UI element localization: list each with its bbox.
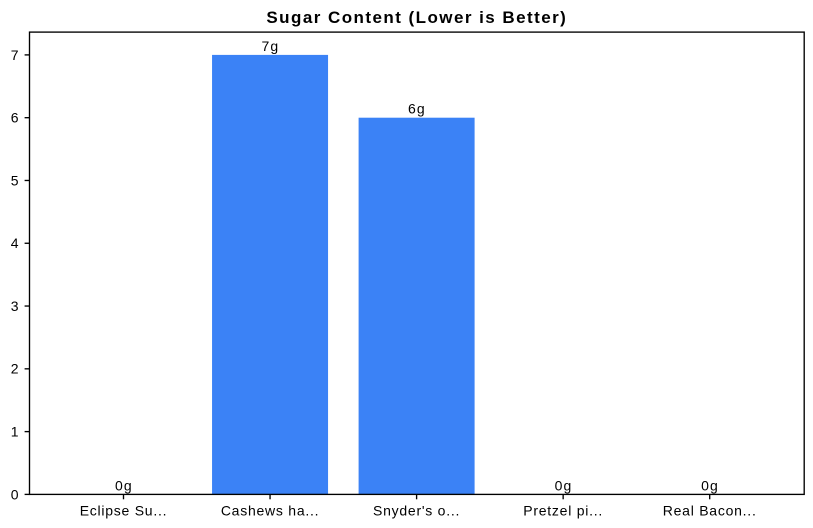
svg-text:Cashews ha...: Cashews ha... bbox=[221, 502, 319, 518]
svg-text:0: 0 bbox=[11, 486, 19, 502]
svg-text:Real Bacon...: Real Bacon... bbox=[663, 502, 757, 518]
svg-text:5: 5 bbox=[11, 172, 19, 188]
svg-text:2: 2 bbox=[11, 361, 19, 377]
svg-text:Pretzel pi...: Pretzel pi... bbox=[523, 502, 603, 518]
svg-text:Snyder's o...: Snyder's o... bbox=[373, 502, 460, 518]
svg-text:6: 6 bbox=[11, 110, 19, 126]
svg-text:1: 1 bbox=[11, 424, 19, 440]
svg-text:3: 3 bbox=[11, 298, 19, 314]
svg-text:7: 7 bbox=[11, 47, 19, 63]
svg-text:4: 4 bbox=[11, 235, 19, 251]
svg-text:6g: 6g bbox=[408, 101, 426, 117]
svg-text:0g: 0g bbox=[115, 478, 133, 494]
svg-text:7g: 7g bbox=[262, 38, 280, 54]
svg-text:0g: 0g bbox=[555, 478, 573, 494]
svg-text:0g: 0g bbox=[701, 478, 719, 494]
svg-text:Sugar Content (Lower is Better: Sugar Content (Lower is Better) bbox=[266, 8, 567, 27]
svg-text:Eclipse Su...: Eclipse Su... bbox=[80, 502, 168, 518]
